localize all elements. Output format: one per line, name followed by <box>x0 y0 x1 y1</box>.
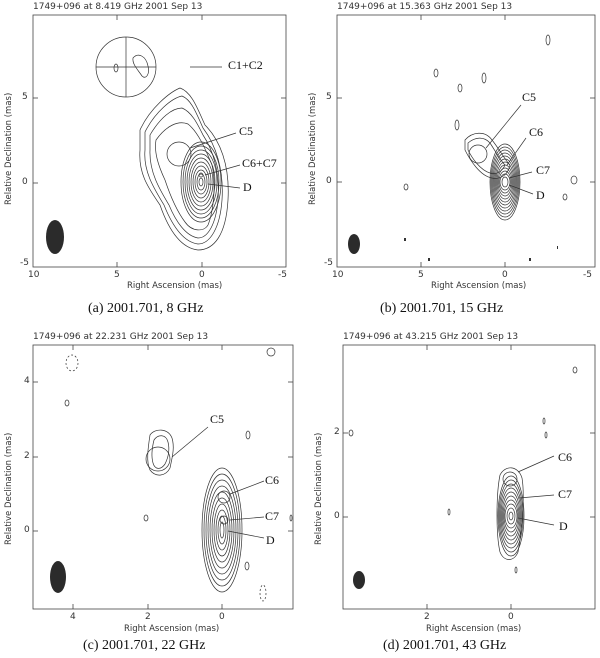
panel-d-xlabel: Right Ascension (mas) <box>426 624 522 634</box>
panel-b-xtick: 10 <box>332 270 344 280</box>
panel-b-label-c6: C6 <box>529 125 544 139</box>
panel-c-label-d: D <box>266 533 275 547</box>
panel-b-ylabel: Relative Declination (mas) <box>308 92 318 205</box>
panel-c: 1749+096 at 22.231 GHz 2001 Sep 13 <box>0 330 300 658</box>
panel-d-ytick: 0 <box>334 511 340 521</box>
panel-b-ytick: 5 <box>326 92 332 102</box>
panel-b-label-d: D <box>536 188 545 202</box>
panel-c-label-c5: C5 <box>210 412 225 426</box>
panel-a-ytick: 5 <box>22 92 28 102</box>
panel-b-ytick: 0 <box>326 176 332 186</box>
panel-a-xtick: -5 <box>278 270 287 280</box>
panel-b-header: 1749+096 at 15.363 GHz 2001 Sep 13 <box>337 2 513 12</box>
panel-d-label-d: D <box>559 519 568 533</box>
panel-c-caption: (c) 2001.701, 22 GHz <box>83 638 206 653</box>
panel-b-xtick: 5 <box>418 270 424 280</box>
panel-b: 1749+096 at 15.363 GHz 2001 Sep 13 <box>300 0 600 330</box>
panel-b-plot <box>336 14 596 268</box>
panel-a: 1749+096 at 8.419 GHz 2001 Sep 13 <box>0 0 300 330</box>
panel-c-label-c7: C7 <box>265 509 280 523</box>
panel-c-xtick: 4 <box>70 612 76 622</box>
panel-a-xtick: 0 <box>199 270 205 280</box>
panel-b-label-c7: C7 <box>536 163 551 177</box>
panel-c-xtick: 2 <box>145 612 151 622</box>
panel-b-xlabel: Right Ascension (mas) <box>431 281 527 291</box>
panel-d-plot <box>342 344 596 610</box>
panel-a-ytick: 0 <box>22 177 28 187</box>
panel-a-xtick: 10 <box>28 270 40 280</box>
panel-a-label-c1c2: C1+C2 <box>228 58 263 72</box>
panel-d-label-c6: C6 <box>558 450 573 464</box>
panel-c-ytick: 2 <box>24 451 30 461</box>
panel-c-ytick: 0 <box>24 525 30 535</box>
panel-c-label-c6: C6 <box>265 473 280 487</box>
panel-d-ylabel: Relative Declination (mas) <box>314 432 324 545</box>
panel-c-header: 1749+096 at 22.231 GHz 2001 Sep 13 <box>33 332 209 342</box>
panel-b-ytick: -5 <box>324 258 333 268</box>
panel-a-label-c6c7: C6+C7 <box>242 156 277 170</box>
panel-a-caption: (a) 2001.701, 8 GHz <box>88 301 204 316</box>
panel-b-xtick: -5 <box>583 270 592 280</box>
panel-a-plot <box>32 14 287 268</box>
panel-c-xtick: 0 <box>219 612 225 622</box>
panel-d-caption: (d) 2001.701, 43 GHz <box>383 638 507 653</box>
panel-d-header: 1749+096 at 43.215 GHz 2001 Sep 13 <box>343 332 519 342</box>
panel-c-ylabel: Relative Declination (mas) <box>4 432 14 545</box>
panel-a-label-d: D <box>243 180 252 194</box>
panel-a-xtick: 5 <box>114 270 120 280</box>
panel-a-ylabel: Relative Declination (mas) <box>4 92 14 205</box>
panel-d-ytick: 2 <box>334 427 340 437</box>
panel-a-ytick: -5 <box>20 258 29 268</box>
panel-d: 1749+096 at 43.215 GHz 2001 Sep 13 <box>300 330 600 658</box>
panel-d-xtick: 2 <box>424 612 430 622</box>
panel-a-header: 1749+096 at 8.419 GHz 2001 Sep 13 <box>33 2 203 12</box>
panel-d-xtick: 0 <box>508 612 514 622</box>
panel-d-label-c7: C7 <box>558 487 573 501</box>
panel-c-plot <box>32 344 294 610</box>
panel-b-caption: (b) 2001.701, 15 GHz <box>380 301 504 316</box>
panel-c-ytick: 4 <box>24 376 30 386</box>
panel-a-label-c5: C5 <box>239 124 254 138</box>
panel-b-label-c5: C5 <box>522 90 537 104</box>
panel-a-xlabel: Right Ascension (mas) <box>127 281 223 291</box>
panel-b-xtick: 0 <box>502 270 508 280</box>
panel-c-xlabel: Right Ascension (mas) <box>124 624 220 634</box>
